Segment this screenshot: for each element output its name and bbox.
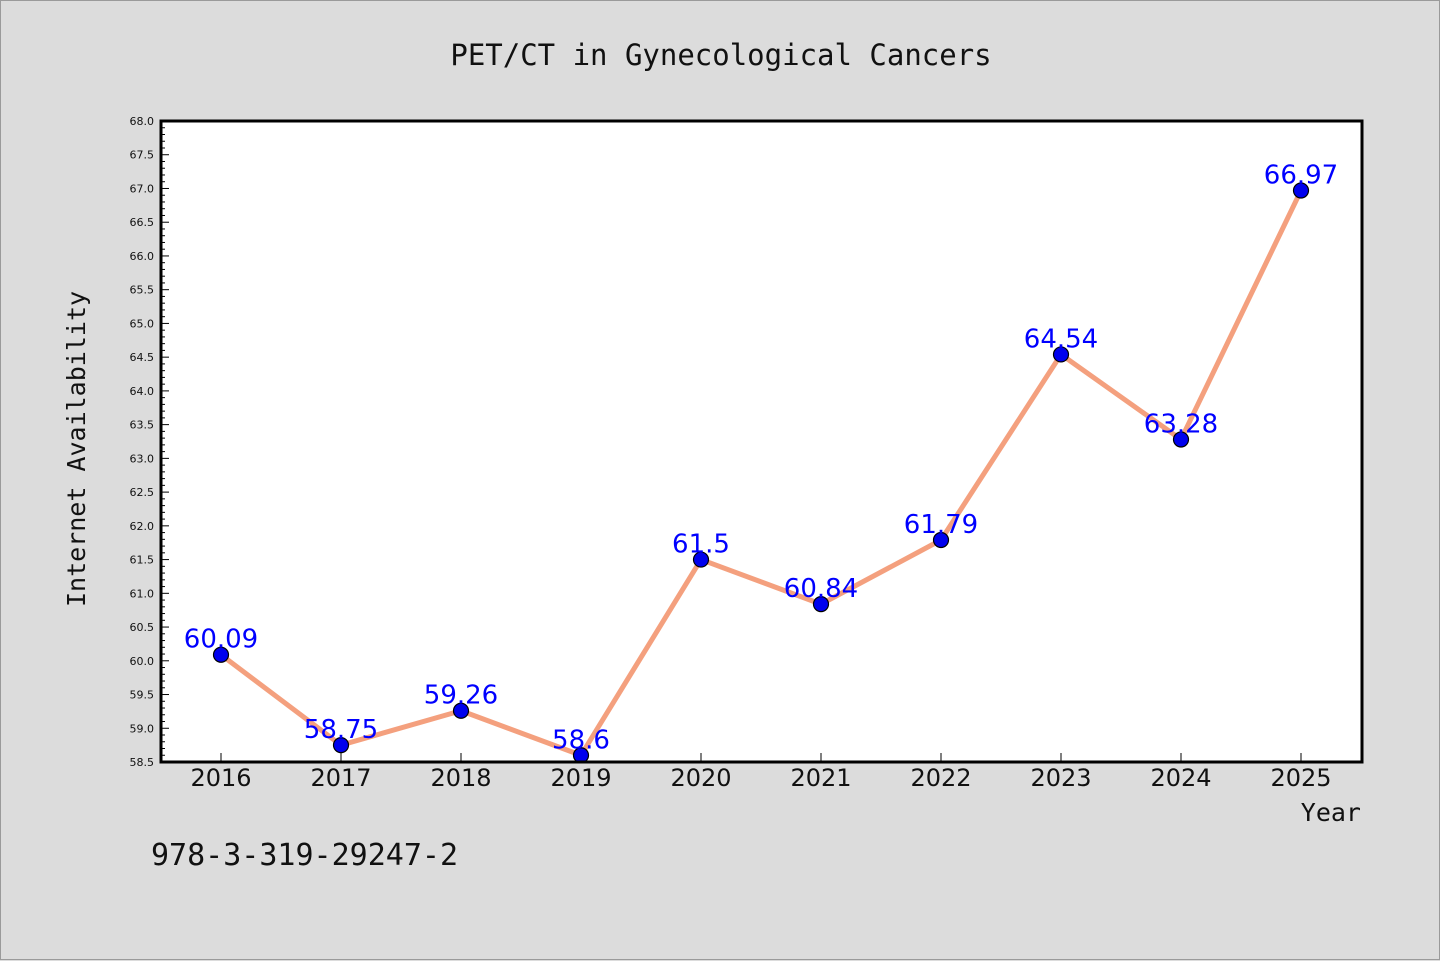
x-axis: 2016 2017 2018 2019 2020 2021 2022 2023 2024 2025 xyxy=(190,753,1332,792)
y-tick-label: 62.0 xyxy=(130,520,155,533)
x-tick-label: 2023 xyxy=(1030,764,1091,792)
chart-title: PET/CT in Gynecological Cancers xyxy=(450,38,991,72)
x-tick-label: 2016 xyxy=(190,764,251,792)
series-line xyxy=(218,187,1304,758)
y-tick-label: 67.5 xyxy=(130,149,155,162)
y-tick-label: 62.5 xyxy=(130,486,155,499)
y-tick-label: 59.0 xyxy=(130,722,155,735)
x-tick-label: 2020 xyxy=(670,764,731,792)
data-point-marker xyxy=(932,531,950,549)
y-tick-label: 61.5 xyxy=(130,554,155,567)
data-point-marker xyxy=(332,737,350,754)
y-tick-label: 66.5 xyxy=(130,216,155,229)
y-tick-label: 60.0 xyxy=(130,655,155,668)
y-tick-label: 67.0 xyxy=(130,182,155,195)
y-tick-label: 68.0 xyxy=(130,115,155,128)
y-tick-label: 65.5 xyxy=(130,284,155,297)
data-value-label: 60.09 xyxy=(184,625,258,655)
y-tick-label: 59.5 xyxy=(130,689,155,702)
data-point-marker xyxy=(812,596,830,613)
y-tick-label: 65.0 xyxy=(130,317,155,330)
data-point-marker xyxy=(452,702,470,719)
y-tick-label: 66.0 xyxy=(130,250,155,263)
data-point-marker xyxy=(692,551,710,568)
y-tick-label: 60.5 xyxy=(130,621,155,634)
data-value-label: 58.6 xyxy=(552,725,610,755)
x-tick-label: 2017 xyxy=(310,764,371,792)
data-labels: 60.09 58.75 59.26 58.6 61.5 60.84 61.79 64.54 63… xyxy=(184,160,1338,755)
y-tick-label: 64.5 xyxy=(130,351,155,364)
data-value-label: 58.75 xyxy=(304,715,378,745)
plot-area xyxy=(161,121,1362,762)
y-tick-label: 64.0 xyxy=(130,385,155,398)
data-value-label: 64.54 xyxy=(1024,324,1098,354)
data-value-label: 59.26 xyxy=(424,681,498,711)
x-axis-label: Year xyxy=(1301,798,1361,827)
y-tick-label: 63.5 xyxy=(130,419,155,432)
x-tick-label: 2019 xyxy=(550,764,611,792)
data-point-marker xyxy=(212,646,230,663)
y-tick-label: 58.5 xyxy=(130,756,155,769)
y-axis: 58.5 59.0 59.5 60.0 60.5 61.0 61.5 62.0 62.5 63.0… xyxy=(130,115,169,769)
data-series xyxy=(212,182,1310,764)
data-point-marker xyxy=(1052,346,1070,363)
data-value-label: 63.28 xyxy=(1144,409,1218,439)
x-tick-label: 2022 xyxy=(910,764,971,792)
y-axis-label: Internet Availability xyxy=(62,291,91,607)
data-value-label: 66.97 xyxy=(1264,160,1338,190)
x-tick-label: 2024 xyxy=(1150,764,1211,792)
x-tick-label: 2025 xyxy=(1270,764,1331,792)
isbn-annotation: 978-3-319-29247-2 xyxy=(151,838,458,873)
data-value-label: 60.84 xyxy=(784,574,858,604)
data-value-label: 61.5 xyxy=(672,530,730,560)
x-tick-label: 2021 xyxy=(790,764,851,792)
x-tick-label: 2018 xyxy=(430,764,491,792)
data-value-label: 61.79 xyxy=(904,510,978,540)
y-tick-label: 61.0 xyxy=(130,587,155,600)
plot-frame xyxy=(159,119,1364,764)
y-tick-label: 63.0 xyxy=(130,452,155,465)
data-point-marker xyxy=(1292,182,1310,199)
data-point-marker xyxy=(1172,431,1190,448)
